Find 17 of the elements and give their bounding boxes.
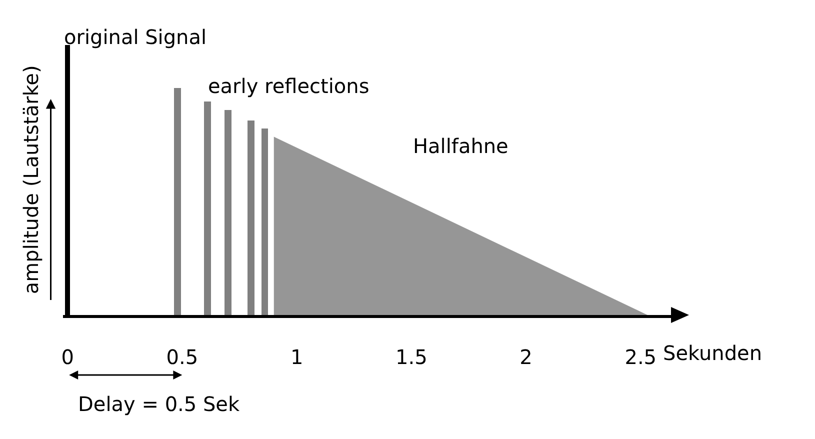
x-axis-title: Sekunden [663, 341, 762, 365]
text: Delay = 0.5 Sek [78, 392, 240, 416]
x-tick-label: 2 [520, 345, 532, 369]
x-tick-label: 2.5 [624, 345, 657, 369]
x-tick-label: 1 [290, 345, 304, 369]
x-tick-label: 1.5 [395, 345, 428, 369]
bar [224, 110, 232, 315]
x-tick-label: 0 [61, 345, 74, 369]
series-label: early reflections [208, 74, 370, 98]
bar [248, 120, 254, 315]
text: Hallfahne [413, 134, 508, 158]
bar [204, 102, 211, 315]
bar [174, 88, 182, 315]
bar [261, 128, 268, 315]
y-axis-title: amplitude (Lautstärke) [19, 65, 44, 294]
x-tick-label: 0.5 [166, 345, 198, 369]
series-label: original Signal [64, 25, 207, 49]
